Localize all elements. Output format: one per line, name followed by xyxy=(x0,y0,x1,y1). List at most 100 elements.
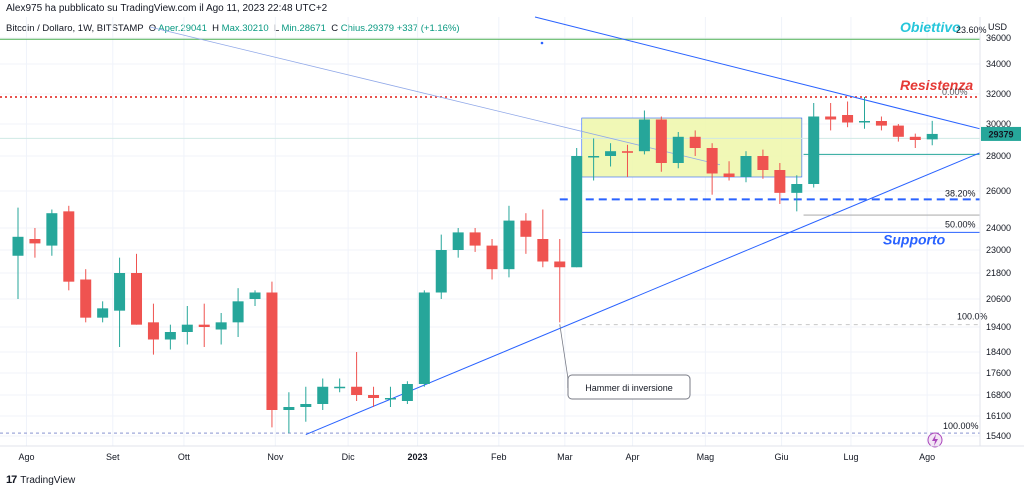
candle-body xyxy=(29,239,41,244)
candle-body xyxy=(791,184,803,193)
candle-body xyxy=(300,404,312,407)
candle-body xyxy=(114,273,126,311)
y-tick-label: 28000 xyxy=(986,151,1011,161)
channel-line xyxy=(149,26,721,166)
footer-brand: 17 TradingView xyxy=(6,474,75,486)
y-tick-label: 21800 xyxy=(986,268,1011,278)
current-price-tag xyxy=(981,126,1021,141)
low-value: Min.28671 xyxy=(281,23,326,34)
candle-body xyxy=(486,245,498,270)
candle-body xyxy=(351,386,363,395)
brand-name: TradingView xyxy=(20,474,76,486)
x-tick-label: Apr xyxy=(626,452,640,462)
candle-body xyxy=(554,261,566,268)
candle-body xyxy=(215,322,227,330)
time-axis[interactable]: Ago Set Ott Nov Dic 2023 Feb Mar Apr Mag Giu Lug Ago xyxy=(18,452,935,462)
candle-body xyxy=(689,136,701,148)
objective-label: Obiettivo xyxy=(900,19,961,35)
candle-body xyxy=(672,136,684,163)
candle-body xyxy=(266,292,278,410)
y-tick-label: 15400 xyxy=(986,431,1011,441)
candle-body xyxy=(723,173,735,177)
y-tick-label: 34000 xyxy=(986,59,1011,69)
close-value: Chius.29379 xyxy=(340,23,395,34)
annotation-labels: Obiettivo Resistenza Supporto 23.60% 0.00% 38… xyxy=(559,19,988,448)
candle-body xyxy=(571,156,583,268)
candle-body xyxy=(384,398,396,400)
hammer-box xyxy=(567,374,691,400)
candle-body xyxy=(621,151,633,153)
candle-body xyxy=(740,156,752,177)
x-tick-label: Feb xyxy=(491,452,507,462)
resistance-label: Resistenza xyxy=(900,77,973,93)
low-label: L xyxy=(273,23,279,34)
grid-lines xyxy=(0,17,980,446)
candle-body xyxy=(317,386,329,404)
rising-trendline xyxy=(305,152,981,436)
candle-body xyxy=(131,273,143,325)
candle-body xyxy=(97,308,109,318)
candle-body xyxy=(605,151,617,156)
candle-body xyxy=(892,125,904,137)
high-label: H xyxy=(212,23,220,34)
current-price-label: 29379 xyxy=(988,129,1013,139)
candle-body xyxy=(46,213,58,246)
x-tick-label: Ago xyxy=(919,452,935,462)
y-tick-label: 30000 xyxy=(986,119,1011,129)
y-tick-label: 16800 xyxy=(986,390,1011,400)
price-axis[interactable]: USD 15400 16100 16800 17600 18400 19400 20600 21… xyxy=(981,22,1021,441)
candle-body xyxy=(452,232,464,250)
x-tick-label: Lug xyxy=(843,452,858,462)
y-tick-label: 18400 xyxy=(986,347,1011,357)
candle-body xyxy=(655,119,667,163)
y-tick-label: 19400 xyxy=(986,322,1011,332)
x-tick-label: Ott xyxy=(178,452,191,462)
y-tick-label: 36000 xyxy=(986,33,1011,43)
chart-drawings xyxy=(0,16,981,436)
candle-body xyxy=(503,220,515,270)
candles xyxy=(12,97,938,434)
x-tick-label: Giu xyxy=(775,452,789,462)
x-tick-label: Mag xyxy=(697,452,715,462)
candle-body xyxy=(875,121,887,126)
fib-label-bottom: 100.00% xyxy=(943,421,979,431)
x-tick-label: 2023 xyxy=(408,452,428,462)
open-label: O xyxy=(148,23,157,34)
hammer-pointer xyxy=(559,324,569,388)
candle-body xyxy=(926,133,938,140)
high-value: Max.30210 xyxy=(221,23,269,34)
fib-label-top: 23.60% xyxy=(956,25,987,35)
candle-body xyxy=(63,211,75,282)
x-tick-label: Ago xyxy=(18,452,34,462)
y-tick-label: 26000 xyxy=(986,186,1011,196)
fib-label-50: 50.00% xyxy=(945,219,976,229)
support-label: Supporto xyxy=(883,231,946,247)
candle-body xyxy=(537,239,549,262)
x-tick-label: Nov xyxy=(267,452,284,462)
marker-dot xyxy=(540,41,544,45)
fib-label-100: 100.0% xyxy=(957,312,988,322)
lightning-bolt-icon xyxy=(932,434,938,446)
falling-trendline xyxy=(534,16,981,130)
candle-body xyxy=(638,119,650,152)
candle-body xyxy=(401,384,413,401)
fib-label-382: 38.20% xyxy=(945,188,976,198)
candle-body xyxy=(825,116,837,120)
candle-body xyxy=(12,236,24,256)
change-value: +337 (+1.16%) xyxy=(396,23,460,34)
candle-body xyxy=(198,324,210,327)
candle-body xyxy=(181,324,193,332)
candle-body xyxy=(147,322,159,340)
y-tick-label: 20600 xyxy=(986,294,1011,304)
candle-body xyxy=(859,121,870,123)
y-tick-label: 24000 xyxy=(986,223,1011,233)
candle-body xyxy=(418,292,430,384)
candle-body xyxy=(588,156,600,158)
close-label: C xyxy=(331,23,339,34)
y-tick-label: 17600 xyxy=(986,368,1011,378)
y-tick-label: 23000 xyxy=(986,245,1011,255)
publisher-line: Alex975 ha pubblicato su TradingView.com… xyxy=(6,3,328,14)
candle-body xyxy=(520,220,532,237)
symbol-name[interactable]: Bitcoin / Dollaro, 1W, BITSTAMP xyxy=(6,23,144,34)
